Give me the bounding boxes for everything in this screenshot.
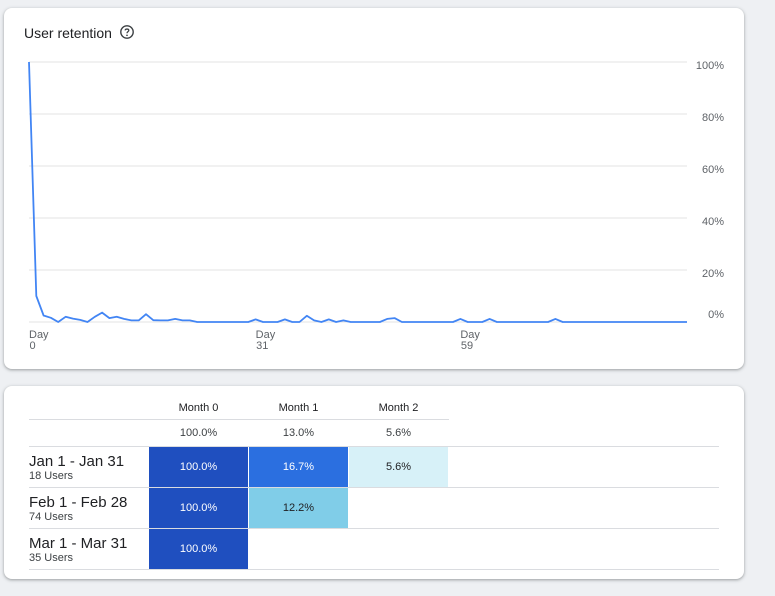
cohort-cell: 12.2% [249,488,348,528]
column-total: 5.6% [385,427,412,439]
cohort-row-users: 74 Users [29,511,74,523]
x-tick-label: 31 [256,340,268,352]
help-circle-icon[interactable] [119,24,135,40]
cohort-row-label: Feb 1 - Feb 28 [29,494,128,511]
y-tick-label: 20% [702,268,724,280]
x-tick-label: 0 [30,340,36,352]
column-total: 13.0% [282,427,315,439]
cohort-cell: 100.0% [149,447,248,487]
table-divider [29,446,719,447]
cohort-cell: 5.6% [349,447,448,487]
table-divider [29,528,719,529]
retention-title: User retention [24,25,112,41]
retention-series-line [28,61,687,323]
x-tick-label: 59 [461,340,473,352]
column-header: Month 2 [378,402,419,414]
y-tick-label: 60% [702,164,724,176]
cohort-row-users: 18 Users [29,470,74,482]
y-tick-label: 100% [696,60,724,72]
cohort-row-label: Jan 1 - Jan 31 [29,453,125,470]
y-tick-label: 80% [702,112,724,124]
cohort-table: Month 0 100.0% Month 1 13.0% Month 2 5.6% Jan … [4,386,744,579]
x-tick-label: Day [29,329,49,341]
x-tick-label: Day [256,329,276,341]
table-divider [29,569,719,570]
column-total: 100.0% [179,427,218,439]
column-header: Month 1 [278,402,319,414]
cohort-cell: 16.7% [249,447,348,487]
retention-chart-card: User retention 100% 80% 60% 40% 20% 0% Day 0 Day… [4,8,744,369]
cohort-cell: 100.0% [149,529,248,569]
x-tick-label: Day [460,329,480,341]
cohort-row-label: Mar 1 - Mar 31 [29,535,128,552]
table-divider [29,419,449,420]
cohort-table-card: Month 0 100.0% Month 1 13.0% Month 2 5.6% Jan … [4,386,744,579]
y-tick-label: 40% [702,216,724,228]
y-tick-label: 0% [708,309,724,321]
column-header: Month 0 [178,402,219,414]
cohort-row-users: 35 Users [29,552,74,564]
table-divider [29,487,719,488]
cohort-cell: 100.0% [149,488,248,528]
